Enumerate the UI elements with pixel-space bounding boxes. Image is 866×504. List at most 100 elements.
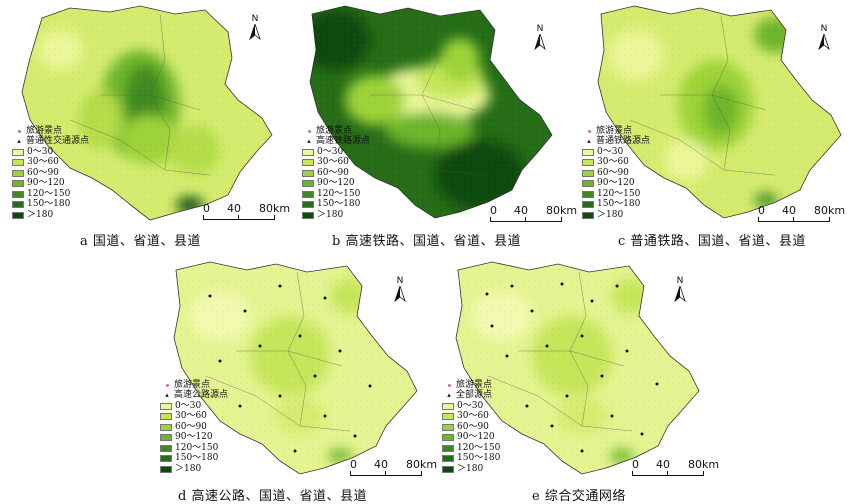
accessibility-map-e xyxy=(455,261,700,475)
legend-swatch xyxy=(160,465,172,473)
scale-tick: 80km xyxy=(259,202,291,215)
north-arrow-d: N xyxy=(392,276,408,306)
scale-tick: 0 xyxy=(350,458,357,471)
legend-swatch xyxy=(302,169,314,177)
legend-bin-label: 0～30 xyxy=(457,400,484,411)
legend-bin-row: 90～120 xyxy=(12,179,89,190)
legend-tourist-label: 旅游景点 xyxy=(456,379,493,390)
legend-swatch xyxy=(442,413,454,421)
legend-swatch xyxy=(582,159,594,167)
legend-bin-label: 90～120 xyxy=(317,178,355,189)
legend-bin-label: 30～60 xyxy=(27,157,59,168)
legend-bin-label: ＞180 xyxy=(317,209,344,220)
north-arrow-c: N xyxy=(816,24,832,54)
scale-tick: 80km xyxy=(406,458,438,471)
source-point-icon: ▴ xyxy=(165,391,169,400)
north-label: N xyxy=(676,276,684,286)
legend-bin-row: 30～60 xyxy=(582,158,650,169)
legend-bin-row: ＞180 xyxy=(442,464,500,475)
legend-bin-row: 120～150 xyxy=(12,189,89,200)
legend-bin-row: 60～90 xyxy=(302,168,370,179)
legend-a: 旅游景点 ▴ 普通性交通源点 0～30 30～60 60～90 90～120 120～15… xyxy=(12,126,89,221)
legend-bin-row: 0～30 xyxy=(12,147,89,158)
legend-swatch xyxy=(160,423,172,431)
north-arrow-b: N xyxy=(532,24,548,54)
legend-swatch xyxy=(302,201,314,209)
tourist-point-icon xyxy=(307,129,311,133)
legend-bin-row: 0～30 xyxy=(582,147,650,158)
legend-bin-row: 60～90 xyxy=(160,422,228,433)
legend-tourist-label: 旅游景点 xyxy=(26,125,63,136)
scale-tick: 40 xyxy=(656,458,670,471)
legend-bin-label: 150～180 xyxy=(597,199,641,210)
legend-tourist-label: 旅游景点 xyxy=(316,125,353,136)
caption-a: a 国道、省道、县道 xyxy=(80,234,201,249)
legend-bin-label: 30～60 xyxy=(175,411,207,422)
legend-swatch xyxy=(302,159,314,167)
legend-swatch xyxy=(442,465,454,473)
north-label: N xyxy=(820,24,828,34)
accessibility-map-d xyxy=(173,261,418,475)
source-point-icon: ▴ xyxy=(587,137,591,146)
caption-d: d 高速公路、国道、省道、县道 xyxy=(178,489,367,504)
legend-bin-label: 90～120 xyxy=(175,432,213,443)
legend-bin-row: 120～150 xyxy=(582,189,650,200)
map-panel-a: 旅游景点 ▴ 普通性交通源点 0～30 30～60 60～90 90～120 120～15… xyxy=(0,0,290,250)
legend-bin-row: 150～180 xyxy=(582,200,650,211)
legend-bin-label: 120～150 xyxy=(27,188,71,199)
legend-bin-row: 90～120 xyxy=(302,179,370,190)
legend-bin-label: 0～30 xyxy=(175,400,202,411)
legend-swatch xyxy=(302,180,314,188)
legend-bin-label: 150～180 xyxy=(175,453,219,464)
legend-bin-label: 150～180 xyxy=(27,199,71,210)
legend-bin-label: ＞180 xyxy=(597,209,624,220)
source-point-icon: ▴ xyxy=(307,137,311,146)
tourist-point-icon xyxy=(165,383,169,387)
legend-bin-label: 60～90 xyxy=(597,167,629,178)
legend-bin-row: 0～30 xyxy=(160,401,228,412)
legend-swatch xyxy=(582,190,594,198)
scale-tick: 0 xyxy=(490,204,497,217)
legend-swatch xyxy=(302,148,314,156)
legend-bin-label: 60～90 xyxy=(27,167,59,178)
legend-bin-row: 120～150 xyxy=(302,189,370,200)
north-arrow-icon xyxy=(249,22,261,41)
source-point-icon: ▴ xyxy=(447,391,451,400)
legend-swatch xyxy=(12,148,24,156)
scale-tick: 40 xyxy=(227,202,241,215)
legend-bin-label: 120～150 xyxy=(317,188,361,199)
legend-tourist-label: 旅游景点 xyxy=(174,379,211,390)
legend-bin-row: 30～60 xyxy=(160,412,228,423)
legend-bin-label: 90～120 xyxy=(597,178,635,189)
source-points-e xyxy=(485,282,659,453)
legend-swatch xyxy=(160,413,172,421)
tourist-point-icon xyxy=(17,129,21,133)
map-panel-e: 旅游景点 ▴ 全部源点 0～30 30～60 60～90 90～120 120～150 15… xyxy=(432,256,722,504)
legend-swatch xyxy=(582,201,594,209)
legend-bin-label: 30～60 xyxy=(317,157,349,168)
scale-tick: 0 xyxy=(758,204,765,217)
source-point-icon: ▴ xyxy=(17,137,21,146)
scale-bar-d: 0 40 80km xyxy=(350,458,460,476)
map-panel-b: 旅游景点 ▴ 高速铁路源点 0～30 30～60 60～90 90～120 120～150… xyxy=(290,0,580,250)
legend-bin-label: 120～150 xyxy=(175,442,219,453)
scale-tick: 40 xyxy=(782,204,796,217)
legend-bin-row: 60～90 xyxy=(12,168,89,179)
legend-bin-row: 30～60 xyxy=(302,158,370,169)
legend-bin-row: 150～180 xyxy=(160,454,228,465)
legend-bin-row: 30～60 xyxy=(12,158,89,169)
legend-bin-label: 60～90 xyxy=(457,421,489,432)
scale-bar-b: 0 40 80km xyxy=(490,204,600,222)
legend-tourist-label: 旅游景点 xyxy=(596,125,633,136)
caption-e: e 综合交通网络 xyxy=(532,489,626,504)
legend-bin-label: 30～60 xyxy=(457,411,489,422)
legend-bin-label: 120～150 xyxy=(457,442,501,453)
legend-swatch xyxy=(160,402,172,410)
legend-swatch xyxy=(12,180,24,188)
legend-bin-row: 0～30 xyxy=(302,147,370,158)
legend-swatch xyxy=(12,159,24,167)
scale-bar-e: 0 40 80km xyxy=(632,458,742,476)
north-arrow-icon xyxy=(818,32,830,51)
tourist-point-icon xyxy=(587,129,591,133)
legend-bin-row: ＞180 xyxy=(302,210,370,221)
